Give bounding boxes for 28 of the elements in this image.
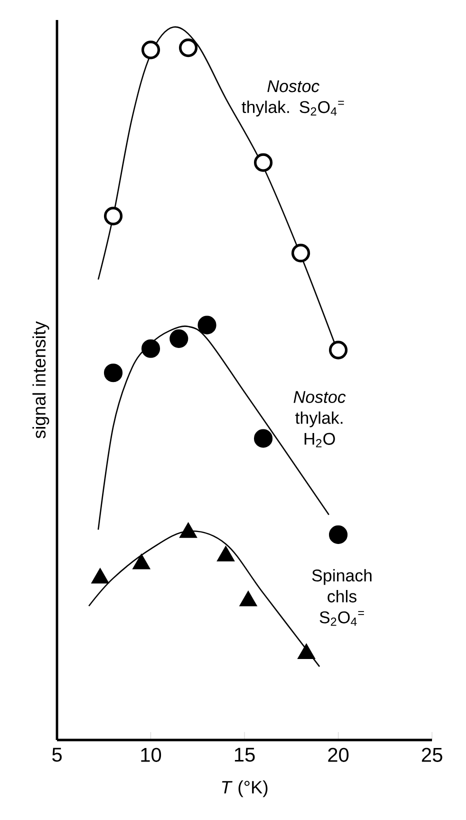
x-axis-title: T (°K) bbox=[222, 780, 268, 798]
series-label: Spinach chls S$_{2}$O$_{4}$= bbox=[312, 569, 372, 626]
point bbox=[198, 316, 216, 334]
point bbox=[141, 40, 160, 60]
x-tick-label: 5 bbox=[52, 748, 62, 762]
point bbox=[254, 153, 273, 172]
point bbox=[180, 523, 196, 538]
x-tick-label: 10 bbox=[141, 748, 162, 762]
x-tick-label: 15 bbox=[234, 748, 255, 762]
point bbox=[240, 592, 256, 606]
point bbox=[178, 38, 198, 58]
text: Nostoc thylak. S$_{2}$O$_{4}$= bbox=[242, 80, 344, 116]
series-label: Nostoc thylak. H$_{2}$O bbox=[294, 391, 346, 448]
point bbox=[328, 340, 348, 360]
x-tick-label: 25 bbox=[422, 748, 442, 762]
point bbox=[218, 546, 234, 562]
point bbox=[298, 644, 315, 660]
x-tick-label: 20 bbox=[328, 748, 349, 762]
point bbox=[170, 329, 188, 348]
point bbox=[104, 206, 123, 226]
point bbox=[133, 554, 150, 570]
point bbox=[254, 429, 273, 448]
point bbox=[104, 364, 123, 382]
point bbox=[92, 568, 108, 584]
point bbox=[328, 525, 348, 544]
point bbox=[291, 244, 310, 262]
y-axis-title: signal intensity bbox=[32, 321, 50, 438]
point bbox=[141, 339, 160, 358]
